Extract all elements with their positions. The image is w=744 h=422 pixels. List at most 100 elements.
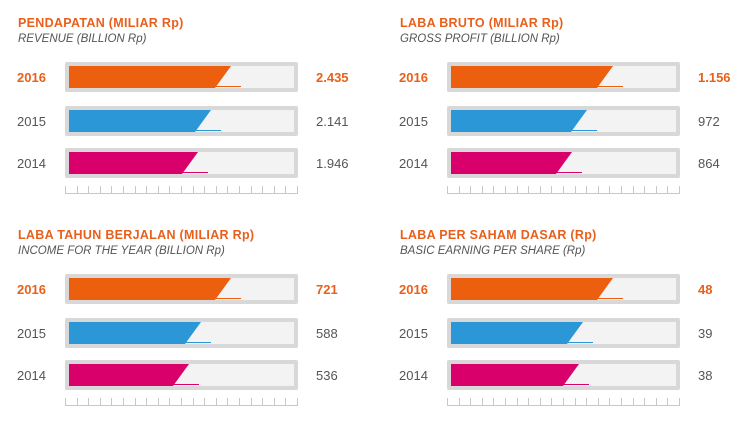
bar-row-2016: 2016 1.156 <box>382 62 744 96</box>
ruler-tick <box>644 186 645 194</box>
value-label: 2.141 <box>316 114 349 129</box>
revenue-chart: PENDAPATAN (MILIAR Rp) REVENUE (BILLION R… <box>0 0 372 210</box>
bar-background <box>451 278 676 300</box>
ruler-tick <box>656 186 657 194</box>
scale-ruler <box>447 394 680 406</box>
year-label: 2015 <box>399 114 428 129</box>
ruler-tick <box>598 186 599 194</box>
value-label: 2.435 <box>316 70 349 85</box>
ruler-tick <box>123 398 124 406</box>
eps-chart: LABA PER SAHAM DASAR (Rp) BASIC EARNING P… <box>382 212 744 422</box>
bar-row-2015: 2015 588 <box>0 318 372 352</box>
bar-background <box>451 152 676 174</box>
ruler-tick <box>679 398 680 406</box>
value-label: 536 <box>316 368 338 383</box>
ruler-tick <box>586 398 587 406</box>
bar-row-2015: 2015 39 <box>382 318 744 352</box>
bar-background <box>451 66 676 88</box>
bar-background <box>451 110 676 132</box>
ruler-tick <box>517 186 518 194</box>
ruler-tick <box>470 186 471 194</box>
ruler-tick <box>227 186 228 194</box>
ruler-tick <box>193 398 194 406</box>
ruler-tick <box>540 186 541 194</box>
bar-2015 <box>69 322 201 344</box>
ruler-tick <box>447 398 448 406</box>
ruler-tick <box>563 186 564 194</box>
bar-track <box>447 148 680 178</box>
bar-track <box>447 106 680 136</box>
year-label: 2016 <box>17 70 46 85</box>
bar-2014 <box>69 364 189 386</box>
value-label: 38 <box>698 368 713 383</box>
bar-row-2014: 2014 1.946 <box>0 148 372 182</box>
ruler-tick <box>528 186 529 194</box>
chart-subtitle: REVENUE (BILLION Rp) <box>18 33 147 45</box>
value-label: 1.946 <box>316 156 349 171</box>
ruler-tick <box>204 398 205 406</box>
ruler-tick <box>193 186 194 194</box>
ruler-tick <box>262 398 263 406</box>
ruler-tick <box>482 186 483 194</box>
value-label: 972 <box>698 114 720 129</box>
ruler-tick <box>135 186 136 194</box>
ruler-tick <box>227 398 228 406</box>
ruler-tick <box>575 398 576 406</box>
year-label: 2016 <box>399 282 428 297</box>
bar-row-2016: 2016 48 <box>382 274 744 308</box>
ruler-tick <box>551 398 552 406</box>
bar-row-2014: 2014 38 <box>382 360 744 394</box>
bar-row-2016: 2016 2.435 <box>0 62 372 96</box>
value-label: 721 <box>316 282 338 297</box>
ruler-tick <box>88 398 89 406</box>
ruler-tick <box>181 398 182 406</box>
bar-track <box>447 62 680 92</box>
ruler-tick <box>88 186 89 194</box>
bar-background <box>69 364 294 386</box>
ruler-tick <box>262 186 263 194</box>
ruler-tick <box>493 398 494 406</box>
chart-title: LABA BRUTO (MILIAR Rp) <box>400 16 564 30</box>
bar-2014 <box>451 364 579 386</box>
ruler-tick <box>146 186 147 194</box>
bar-track <box>447 318 680 348</box>
ruler-tick <box>158 186 159 194</box>
ruler-tick <box>100 398 101 406</box>
ruler-tick <box>204 186 205 194</box>
year-label: 2016 <box>399 70 428 85</box>
ruler-tick <box>598 398 599 406</box>
chart-subtitle: INCOME FOR THE YEAR (BILLION Rp) <box>18 245 225 257</box>
chart-subtitle: BASIC EARNING PER SHARE (Rp) <box>400 245 586 257</box>
ruler-tick <box>274 186 275 194</box>
ruler-tick <box>667 398 668 406</box>
year-label: 2015 <box>17 114 46 129</box>
ruler-tick <box>169 398 170 406</box>
ruler-tick <box>621 186 622 194</box>
bar-track <box>447 274 680 304</box>
value-label: 1.156 <box>698 70 731 85</box>
ruler-tick <box>633 398 634 406</box>
ruler-tick <box>239 398 240 406</box>
bar-row-2015: 2015 972 <box>382 106 744 140</box>
ruler-tick <box>633 186 634 194</box>
ruler-tick <box>158 398 159 406</box>
bar-background <box>69 110 294 132</box>
ruler-tick <box>528 398 529 406</box>
bar-2016 <box>451 278 613 300</box>
value-label: 864 <box>698 156 720 171</box>
ruler-tick <box>297 398 298 406</box>
ruler-tick <box>540 398 541 406</box>
bar-2016 <box>69 278 231 300</box>
ruler-tick <box>111 398 112 406</box>
ruler-tick <box>667 186 668 194</box>
value-label: 39 <box>698 326 713 341</box>
ruler-tick <box>459 186 460 194</box>
ruler-tick <box>239 186 240 194</box>
ruler-tick <box>505 186 506 194</box>
bar-background <box>69 322 294 344</box>
ruler-tick <box>123 186 124 194</box>
ruler-tick <box>609 186 610 194</box>
ruler-tick <box>181 186 182 194</box>
ruler-tick <box>251 398 252 406</box>
bar-background <box>69 278 294 300</box>
